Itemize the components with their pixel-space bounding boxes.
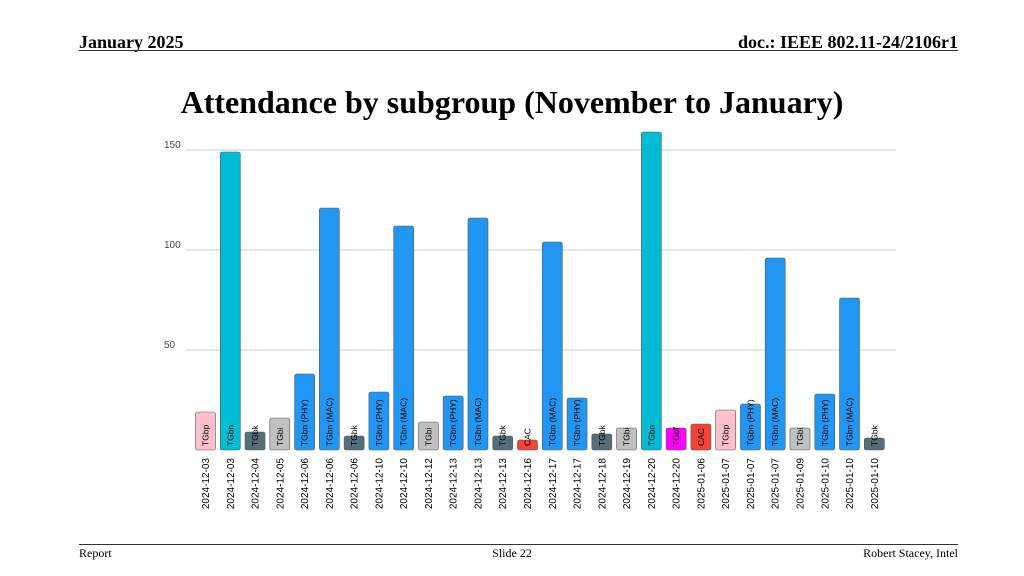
bar xyxy=(517,439,538,451)
x-tick-label: 2024-12-17 xyxy=(573,458,584,510)
slide-title: Attendance by subgroup (November to Janu… xyxy=(180,84,844,120)
bar xyxy=(740,403,761,451)
bar-group-label: TGbn (PHY) xyxy=(300,399,310,446)
bar-group-label: TGbn (PHY) xyxy=(374,399,384,446)
x-tick-label: 2024-12-19 xyxy=(622,458,633,510)
bar-group-label: TGbi xyxy=(795,427,805,446)
bar xyxy=(319,207,340,451)
footer-slide-number: Slide 22 xyxy=(492,546,532,560)
x-tick-label: 2024-12-16 xyxy=(523,458,534,510)
footer-author: Robert Stacey, Intel xyxy=(863,546,958,560)
header-date: January 2025 xyxy=(79,32,184,52)
bar xyxy=(764,257,786,451)
x-tick-label: 2025-01-10 xyxy=(845,458,856,510)
bar-group-label: TGbk xyxy=(498,424,508,446)
x-tick-label: 2024-12-06 xyxy=(350,458,361,510)
y-tick-label: 150 xyxy=(164,140,181,151)
x-tick-label: 2024-12-18 xyxy=(597,458,608,510)
header-rule xyxy=(79,50,958,51)
x-tick-label: 2025-01-10 xyxy=(820,458,831,510)
bar xyxy=(814,393,836,451)
bar-group-label: TGbn (MAC) xyxy=(845,398,855,446)
x-tick-label: 2025-01-07 xyxy=(746,458,757,510)
bar xyxy=(863,437,885,451)
bar xyxy=(789,427,811,451)
x-tick-label: 2025-01-06 xyxy=(696,458,707,510)
x-tick-label: 2025-01-07 xyxy=(721,458,732,510)
x-tick-label: 2024-12-10 xyxy=(399,458,410,510)
x-tick-label: 2024-12-13 xyxy=(498,458,509,510)
x-tick-label: 2024-12-06 xyxy=(325,458,336,510)
bar xyxy=(244,431,266,451)
x-tick-label: 2024-12-13 xyxy=(473,458,484,510)
x-tick-label: 2024-12-10 xyxy=(374,458,385,510)
bar-group-label: TGbi xyxy=(622,427,632,446)
x-tick-label: 2024-12-13 xyxy=(449,458,460,510)
bar xyxy=(715,409,736,451)
footer-rule xyxy=(79,544,958,545)
bar xyxy=(492,435,514,451)
bar-group-label: CAC xyxy=(523,428,533,446)
bar xyxy=(541,241,563,451)
bar xyxy=(616,427,637,451)
bar-group-label: TGbi xyxy=(423,427,433,446)
bar-group-label: TGbi xyxy=(275,427,285,446)
bar-group-label: CAC xyxy=(696,428,706,446)
bar-group-label: TGbn (MAC) xyxy=(399,398,409,446)
x-tick-label: 2024-12-20 xyxy=(647,458,658,510)
bar xyxy=(219,151,241,451)
bar xyxy=(393,225,414,451)
bar xyxy=(566,397,588,451)
bar xyxy=(294,373,315,451)
x-tick-label: 2025-01-07 xyxy=(771,458,782,510)
bar-group-label: TGbk xyxy=(250,424,260,446)
bar-group-label: TGbn (PHY) xyxy=(572,399,582,446)
x-tick-label: 2024-12-05 xyxy=(275,458,286,510)
bar xyxy=(368,391,390,451)
bar-group-label: TGbn (MAC) xyxy=(473,398,483,446)
bar-group-label: TGbk xyxy=(869,424,879,446)
bar xyxy=(418,421,439,451)
bar-group-label: TGbn (MAC) xyxy=(770,398,780,446)
y-tick-label: 50 xyxy=(164,340,176,351)
bar-group-label: TGbn xyxy=(646,424,656,446)
y-tick-label: 100 xyxy=(164,240,181,251)
bar xyxy=(839,297,860,451)
bar-group-label: TGbn (PHY) xyxy=(448,399,458,446)
bar-group-label: TGbn (MAC) xyxy=(324,398,334,446)
bar xyxy=(690,423,712,451)
bar-group-label: TGbp xyxy=(201,424,211,446)
x-tick-label: 2025-01-10 xyxy=(870,458,881,510)
bar xyxy=(442,395,464,451)
x-tick-label: 2025-01-09 xyxy=(795,458,806,510)
bar xyxy=(195,411,216,451)
footer-left: Report xyxy=(79,546,112,560)
x-tick-label: 2024-12-17 xyxy=(548,458,559,510)
bar xyxy=(269,417,291,451)
bar-group-label: TGbf xyxy=(671,426,681,446)
bar-group-label: TGbk xyxy=(597,424,607,446)
x-tick-label: 2024-12-20 xyxy=(672,458,683,510)
x-tick-label: 2024-12-03 xyxy=(201,458,212,510)
x-tick-label: 2024-12-04 xyxy=(251,458,262,510)
header-doc-id: doc.: IEEE 802.11-24/2106r1 xyxy=(737,32,958,52)
bar xyxy=(591,433,613,451)
x-tick-label: 2024-12-12 xyxy=(424,458,435,510)
bar-group-label: TGbk xyxy=(349,424,359,446)
bar-group-label: TGbn (PHY) xyxy=(745,399,755,446)
x-tick-label: 2024-12-06 xyxy=(300,458,311,510)
x-tick-label: 2024-12-03 xyxy=(226,458,237,510)
bar-group-label: TGbn (MAC) xyxy=(547,398,557,446)
bar xyxy=(665,427,687,451)
bar xyxy=(343,435,365,451)
bar xyxy=(467,217,489,451)
bar xyxy=(641,131,662,451)
bar-group-label: TGbp xyxy=(721,424,731,446)
bar-group-label: TGbn (PHY) xyxy=(820,399,830,446)
bar-group-label: TGbn xyxy=(225,424,235,446)
